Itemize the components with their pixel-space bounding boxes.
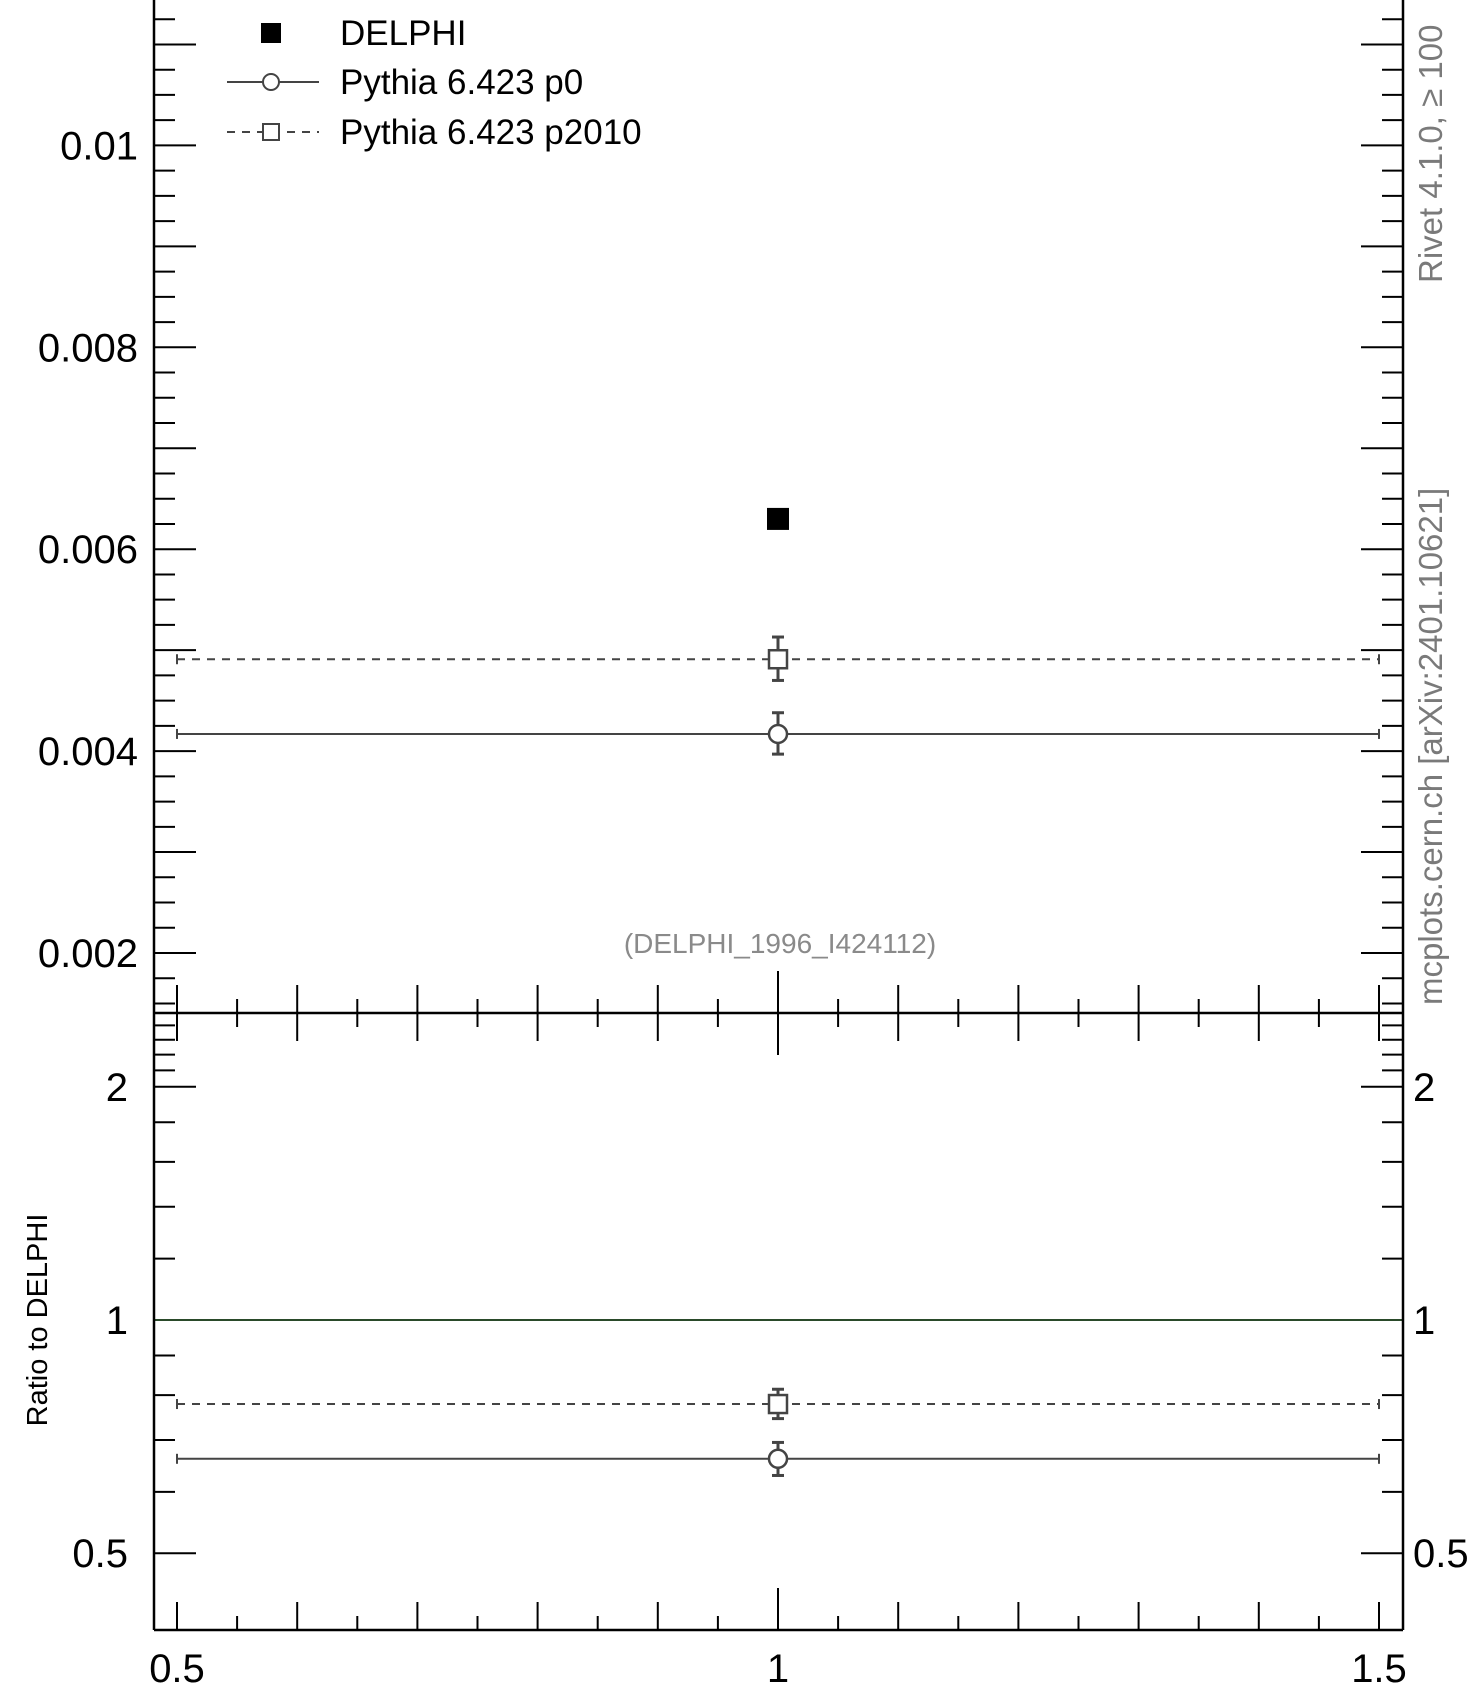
analysis-id-annotation: (DELPHI_1996_I424112) (624, 928, 936, 959)
legend-marker-delphi (261, 23, 281, 43)
ratio-y-tick-label-right: 0.5 (1413, 1532, 1467, 1576)
ratio-y-tick-label: 0.5 (72, 1532, 128, 1576)
data-marks-layer (154, 507, 1403, 1477)
legend-label: Pythia 6.423 p0 (340, 63, 583, 102)
watermark-mcplots: mcplots.cern.ch [arXiv:2401.10621] (1412, 488, 1449, 1005)
legend-marker-p0 (262, 73, 280, 91)
p2010-main-marker (767, 648, 789, 670)
p0-main-marker (767, 723, 789, 745)
x-tick-label: 1.5 (1351, 1647, 1407, 1691)
ratio-y-tick-label-right: 2 (1413, 1066, 1435, 1110)
axes-frame (152, 0, 1405, 1632)
legend-label: Pythia 6.423 p2010 (340, 113, 642, 152)
ratio-y-tick-label: 1 (106, 1299, 128, 1343)
main-y-tick-label: 0.01 (60, 124, 138, 168)
ratio-y-tick-label: 2 (106, 1066, 128, 1110)
labels-layer: 0.002 0.004 0.006 0.008 0.01 0.5 0.5 1 1 2 2 0.5 1 1.… (38, 124, 1467, 1691)
main-y-tick-label: 0.006 (38, 528, 138, 572)
main-y-tick-label: 0.004 (38, 730, 138, 774)
ratio-y-axis-label: Ratio to DELPHI (22, 1214, 54, 1427)
legend-label: DELPHI (340, 14, 466, 53)
ratio-y-tick-label-right: 1 (1413, 1299, 1435, 1343)
delphi-data-marker (767, 507, 789, 530)
p0-ratio-marker (767, 1448, 789, 1470)
x-tick-label: 0.5 (149, 1647, 205, 1691)
legend-marker-p2010 (262, 123, 280, 141)
main-y-tick-label: 0.002 (38, 932, 138, 976)
watermark-rivet-version: Rivet 4.1.0, ≥ 100 (1412, 25, 1449, 283)
p2010-ratio-marker (767, 1393, 789, 1415)
legend: DELPHI Pythia 6.423 p0 Pythia 6.423 p2010 (227, 14, 642, 152)
main-y-tick-label: 0.008 (38, 326, 138, 370)
x-tick-label: 1 (767, 1647, 789, 1691)
